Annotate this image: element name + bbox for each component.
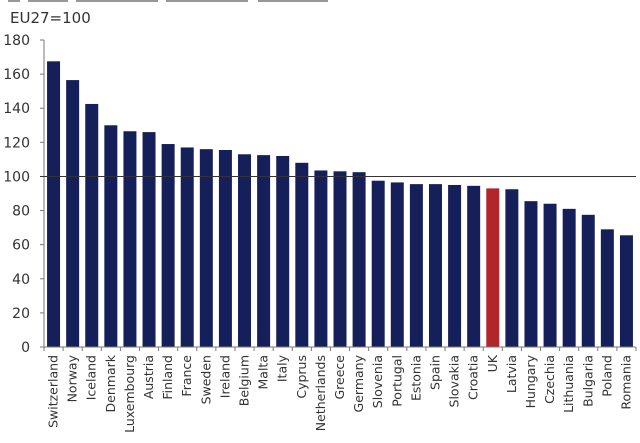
x-tick-label: Poland [599,355,614,397]
x-tick-label: Latvia [504,355,519,393]
x-tick-label: Denmark [103,354,118,412]
bar-lithuania [562,208,576,347]
bar-portugal [390,182,404,347]
y-axis: 0 20 40 60 80 100 120 140 160 180 [3,33,45,356]
x-tick-label: Switzerland [46,355,61,428]
bar-croatia [467,185,481,347]
bar-germany [352,172,366,347]
x-tick-label: Romania [618,355,633,410]
x-tick-label: Germany [351,354,366,412]
y-tick-label: 120 [3,135,30,151]
bar-ireland [218,150,232,347]
y-tick-label: 100 [3,169,30,185]
y-tick-label: 40 [12,272,30,288]
bar-belgium [238,154,252,347]
x-tick-label: Greece [332,355,347,400]
bar-luxembourg [123,131,137,347]
x-tick-label: Iceland [84,355,99,400]
x-tick-label: UK [485,354,500,372]
y-tick-label: 140 [3,101,30,117]
x-tick-label: Portugal [389,355,404,407]
x-tick-label: Austria [141,355,156,399]
x-tick-label: Estonia [408,355,423,401]
bar-norway [66,80,80,347]
x-tick-label: Czechia [542,355,557,404]
x-tick-label: Finland [160,355,175,400]
y-tick-label: 60 [12,238,30,254]
x-tick-label: Slovakia [447,355,462,407]
y-tick-label: 80 [12,204,30,220]
x-tick-label: Italy [275,354,290,382]
x-tick-label: Bulgaria [580,355,595,407]
x-tick-label: Norway [65,354,80,402]
bar-estonia [409,184,423,347]
x-tick-label: Lithuania [561,355,576,413]
chart-title-cropped [8,0,338,2]
bar-iceland [85,103,99,347]
bar-finland [161,144,175,347]
x-axis: Switzerland Norway Iceland Denmark Luxembour… [43,346,637,433]
x-tick-label: Slovenia [370,355,385,408]
bar-bulgaria [581,214,595,347]
x-tick-label: Malta [256,355,271,389]
x-tick-label: Croatia [466,355,481,400]
x-tick-label: Cyprus [294,355,309,399]
bars [47,61,633,348]
bar-cyprus [295,162,309,347]
x-tick-label: Hungary [523,354,538,408]
bar-switzerland [47,61,61,347]
bar-uk [486,188,500,347]
bar-austria [142,132,156,347]
bar-france [180,147,194,347]
x-tick-label: Luxembourg [122,355,137,433]
x-tick-label: Ireland [217,355,232,398]
y-tick-label: 0 [21,340,30,356]
bar-slovenia [371,180,385,347]
bar-spain [428,184,442,347]
x-tick-label: Spain [427,355,442,390]
bar-netherlands [314,170,328,347]
bar-poland [600,229,614,347]
bar-greece [333,171,347,347]
x-tick-label: Belgium [237,355,252,406]
bar-czechia [543,203,557,347]
bar-latvia [505,189,519,347]
bar-italy [276,155,290,347]
chart-subtitle: EU27=100 [10,9,91,27]
y-tick-label: 160 [3,67,30,83]
bar-malta [257,155,271,347]
bar-slovakia [448,184,462,347]
bar-romania [619,235,633,347]
y-tick-label: 180 [3,33,30,49]
bar-sweden [199,149,213,347]
bar-hungary [524,201,538,347]
x-tick-label: Netherlands [313,355,328,431]
bar-denmark [104,125,118,348]
x-tick-label: Sweden [198,355,213,404]
y-tick-label: 20 [12,306,30,322]
x-tick-label: France [179,355,194,397]
